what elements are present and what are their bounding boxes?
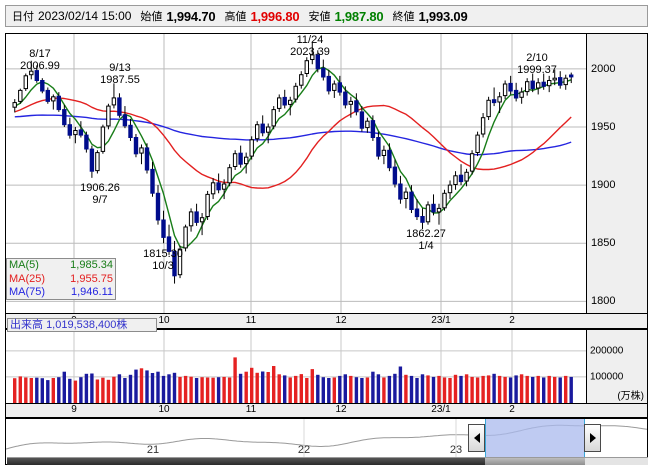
right-arrow-icon [589,433,596,443]
annotation-date-6: 1/4 [418,240,434,252]
volume-x-tick-3: 12 [335,404,347,415]
volume-bars-svg [6,330,586,403]
chart-annotation-0: 8/17 2006.99 [20,48,60,72]
scrollbar-progress [7,458,485,465]
scrollbar-thumb[interactable] [485,458,585,465]
ma-legend-name-1: MA(25) [9,272,46,285]
annotation-price-3: 1999.37 [517,64,557,76]
volume-x-tick-5: 2 [509,404,515,415]
annotation-price-4: 1906.26 [80,182,120,194]
volume-x-tick-1: 10 [158,404,170,415]
horizontal-scrollbar[interactable] [7,457,648,465]
volume-tick-200000: 200000 [590,345,624,357]
high-label: 高値 [224,11,247,23]
open-label: 始値 [140,11,163,23]
volume-chart-frame[interactable]: (万株) 200000 100000 [5,329,648,404]
ma-legend-value-2: 1,946.11 [70,286,113,299]
annotation-date-0: 8/17 [29,48,51,60]
navigator-year-22: 22 [297,444,311,456]
navigator-selection-edge-left [485,419,486,457]
left-arrow-icon [473,433,480,443]
price-tick-1950: 1950 [591,121,616,133]
price-tick-2000: 2000 [591,62,616,75]
price-axis: 1800 1850 1900 1950 2000 [586,34,647,313]
close-label: 終値 [392,11,415,23]
chart-annotation-6: 1862.27 1/4 [406,228,446,252]
price-x-tick-2: 11 [245,315,257,326]
annotation-date-5: 10/3 [152,260,174,272]
ma-legend-row-2: MA(75) 1,946.11 [9,286,113,300]
annotation-date-1: 9/13 [109,62,131,74]
volume-axis: (万株) 200000 100000 [586,330,647,403]
volume-legend-label: 出来高 [10,319,43,331]
price-x-tick-4: 23/1 [431,315,451,326]
ma-legend-value-1: 1,955.75 [70,272,113,285]
ma-legend-value-0: 1,985.34 [70,259,113,271]
price-tick-1900: 1900 [591,179,616,192]
chart-annotation-1: 9/13 1987.55 [100,62,140,86]
price-tick-1800: 1800 [591,295,616,308]
price-plot-area[interactable] [6,34,586,313]
price-x-tick-1: 10 [158,315,170,326]
volume-legend-value: 1,019,538,400株 [46,319,128,331]
ma-legend-row-1: MA(25) 1,955.75 [9,273,113,287]
volume-x-tick-2: 11 [245,404,257,415]
ma-legend-row-0: MA(5) 1,985.34 [9,259,113,273]
navigator-selection[interactable] [485,419,584,457]
volume-x-tick-0: 9 [71,404,77,415]
moving-average-legend: MA(5) 1,985.34 MA(25) 1,955.75 MA(75) 1,946.1… [6,258,116,300]
annotation-date-4: 9/7 [92,194,108,206]
volume-x-axis: 9 10 11 12 23/1 2 [5,404,648,418]
low-label: 安値 [308,11,331,23]
navigator-left-handle[interactable] [468,424,485,452]
volume-x-tick-4: 23/1 [431,404,451,415]
price-tick-1850: 1850 [591,237,616,250]
annotation-price-6: 1862.27 [406,228,446,240]
annotation-date-3: 2/10 [526,52,548,64]
quote-datetime: 2023/02/14 15:00 [38,9,132,23]
chart-annotation-2: 11/24 2023.39 [290,34,330,58]
navigator-overview[interactable]: 21 22 23 [6,419,647,457]
annotation-price-0: 2006.99 [20,60,60,72]
volume-legend: 出来高 1,019,538,400株 [7,318,157,332]
navigator-year-21: 21 [146,444,160,456]
date-label: 日付 [12,11,34,23]
annotation-price-1: 1987.55 [100,74,140,86]
ma-legend-name-2: MA(75) [9,286,46,299]
range-navigator[interactable]: 21 22 23 [5,418,648,465]
low-value: 1,987.80 [334,8,384,24]
volume-tick-100000: 100000 [590,371,624,383]
navigator-right-handle[interactable] [584,424,601,452]
annotation-price-5: 1815.30 [143,248,183,260]
close-value: 1,993.09 [418,8,468,24]
chart-annotation-3: 2/10 1999.37 [517,52,557,76]
candlestick-svg [6,34,586,313]
open-value: 1,994.70 [166,8,216,24]
chart-annotation-4: 1906.26 9/7 [80,182,120,206]
volume-unit-label: (万株) [617,391,644,402]
annotation-date-2: 11/24 [296,34,324,46]
high-value: 1,996.80 [250,8,300,24]
quote-header-bar: 日付 2023/02/14 15:00 始値 1,994.70 高値 1,996… [5,5,648,27]
price-x-tick-3: 12 [335,315,347,326]
ma-legend-name-0: MA(5) [9,259,39,271]
annotation-price-2: 2023.39 [290,46,330,58]
price-x-tick-5: 2 [509,315,515,326]
volume-plot-area[interactable] [6,330,586,403]
chart-annotation-5: 1815.30 10/3 [143,248,183,272]
navigator-year-23: 23 [449,444,463,456]
